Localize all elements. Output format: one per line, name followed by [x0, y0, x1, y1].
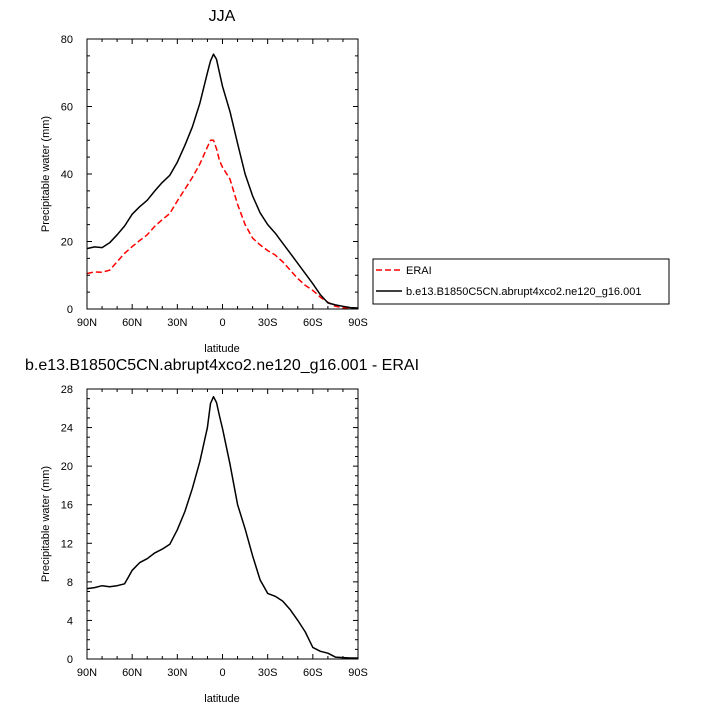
- chart-title: b.e13.B1850C5CN.abrupt4xco2.ne120_g16.00…: [25, 357, 419, 374]
- series-line-0: [86, 395, 358, 659]
- x-tick-label: 60N: [122, 667, 142, 679]
- y-tick-label: 24: [61, 423, 73, 435]
- series-line-1: [86, 53, 359, 309]
- plot-frame: [86, 38, 359, 310]
- series-group: [86, 395, 358, 659]
- x-tick-label: 60S: [303, 317, 323, 329]
- y-tick-label: 20: [61, 461, 73, 473]
- x-tick-label: 60S: [303, 667, 323, 679]
- panel-top: JJA Precipitable water (mm) latitude 90N…: [40, 8, 368, 355]
- y-axis-label: Precipitable water (mm): [40, 466, 52, 582]
- chart-title: JJA: [209, 8, 236, 25]
- y-tick-label: 0: [67, 654, 73, 666]
- x-tick-label: 90S: [348, 317, 368, 329]
- x-tick-label: 90N: [77, 667, 97, 679]
- x-tick-label: 0: [219, 317, 225, 329]
- legend-label-erai: ERAI: [406, 265, 432, 277]
- x-tick-label: 60N: [122, 317, 142, 329]
- x-tick-label: 30N: [167, 317, 187, 329]
- legend: ERAI b.e13.B1850C5CN.abrupt4xco2.ne120_g…: [372, 258, 670, 305]
- y-tick-label: 28: [61, 384, 73, 396]
- plot-frame: [86, 388, 359, 660]
- panel-bottom: b.e13.B1850C5CN.abrupt4xco2.ne120_g16.00…: [25, 357, 419, 705]
- axes: 90N 60N 30N 0 30S 60S 90S 0 4 8 12 16 20 24 28: [61, 384, 368, 679]
- series-group: [86, 53, 359, 310]
- y-tick-label: 4: [67, 615, 73, 627]
- x-axis-label: latitude: [204, 693, 239, 705]
- x-tick-label: 0: [219, 667, 225, 679]
- x-tick-label: 30S: [258, 667, 278, 679]
- series-line-0: [86, 139, 359, 310]
- axes: 90N 60N 30N 0 30S 60S 90S 0 20 40 60 80: [61, 34, 368, 329]
- x-tick-label: 30N: [167, 667, 187, 679]
- x-tick-label: 30S: [258, 317, 278, 329]
- y-tick-label: 16: [61, 500, 73, 512]
- y-tick-label: 40: [61, 169, 73, 181]
- x-tick-label: 90S: [348, 667, 368, 679]
- y-tick-label: 20: [61, 237, 73, 249]
- y-tick-label: 8: [67, 577, 73, 589]
- y-tick-label: 60: [61, 102, 73, 114]
- x-axis-label: latitude: [204, 343, 239, 355]
- legend-box: [372, 258, 670, 305]
- y-axis-label: Precipitable water (mm): [40, 116, 52, 232]
- y-tick-label: 0: [67, 304, 73, 316]
- y-tick-label: 12: [61, 538, 73, 550]
- y-tick-label: 80: [61, 34, 73, 46]
- x-tick-label: 90N: [77, 317, 97, 329]
- legend-label-model: b.e13.B1850C5CN.abrupt4xco2.ne120_g16.00…: [406, 286, 641, 298]
